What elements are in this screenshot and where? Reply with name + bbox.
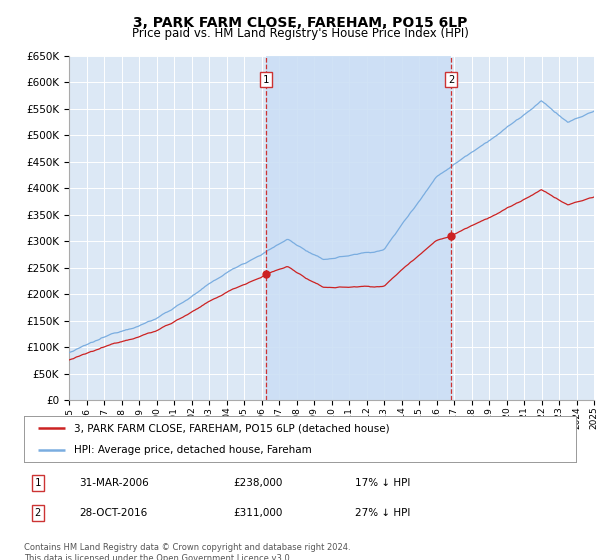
Text: 3, PARK FARM CLOSE, FAREHAM, PO15 6LP: 3, PARK FARM CLOSE, FAREHAM, PO15 6LP — [133, 16, 467, 30]
Text: 1: 1 — [263, 75, 269, 85]
Text: £238,000: £238,000 — [234, 478, 283, 488]
Text: Contains HM Land Registry data © Crown copyright and database right 2024.
This d: Contains HM Land Registry data © Crown c… — [24, 543, 350, 560]
Bar — [266, 56, 451, 400]
Text: 2: 2 — [35, 508, 41, 518]
Text: 17% ↓ HPI: 17% ↓ HPI — [355, 478, 410, 488]
Text: 27% ↓ HPI: 27% ↓ HPI — [355, 508, 410, 518]
Text: HPI: Average price, detached house, Fareham: HPI: Average price, detached house, Fare… — [74, 445, 311, 455]
Text: 3, PARK FARM CLOSE, FAREHAM, PO15 6LP (detached house): 3, PARK FARM CLOSE, FAREHAM, PO15 6LP (d… — [74, 423, 389, 433]
Text: Price paid vs. HM Land Registry's House Price Index (HPI): Price paid vs. HM Land Registry's House … — [131, 27, 469, 40]
Text: £311,000: £311,000 — [234, 508, 283, 518]
Text: 2: 2 — [448, 75, 454, 85]
Text: 31-MAR-2006: 31-MAR-2006 — [79, 478, 149, 488]
Text: 1: 1 — [35, 478, 41, 488]
Text: 28-OCT-2016: 28-OCT-2016 — [79, 508, 148, 518]
